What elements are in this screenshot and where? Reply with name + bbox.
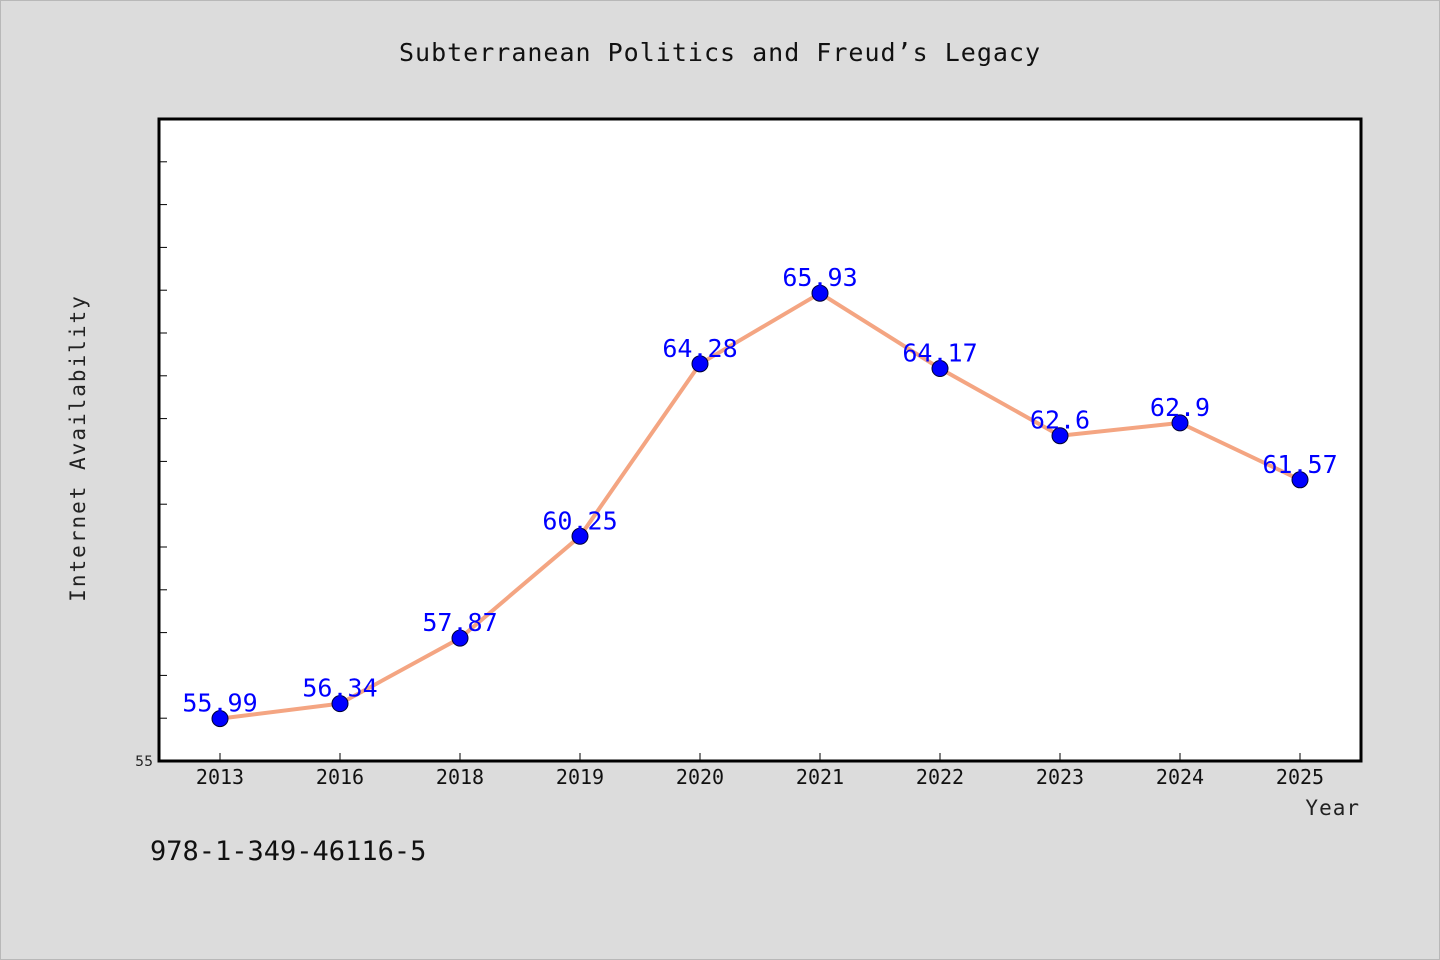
marker-group [211, 284, 1309, 728]
data-label: 55.99 [182, 689, 257, 718]
data-point [1291, 471, 1309, 489]
data-label: 57.87 [422, 608, 497, 637]
x-axis-ticks: 2013 2016 2018 2019 2020 2021 2022 2023 2024 2025 [196, 753, 1324, 789]
series-line-group [218, 291, 1302, 721]
series-line [218, 291, 1302, 721]
data-label: 62.9 [1150, 393, 1210, 422]
data-point [211, 710, 229, 728]
data-point [1171, 414, 1189, 432]
data-label-group: 55.99 56.34 57.87 60.25 64.28 65.93 64.17 62.6 6… [182, 263, 1337, 717]
x-tick-label: 2016 [316, 765, 364, 789]
data-point [1051, 427, 1069, 445]
data-label: 62.6 [1030, 406, 1090, 435]
data-label: 56.34 [302, 674, 377, 703]
x-tick-label: 2021 [796, 765, 844, 789]
data-point [691, 355, 709, 373]
data-point [931, 360, 949, 378]
x-axis-label: Year [1305, 796, 1360, 820]
x-tick-label: 2018 [436, 765, 484, 789]
data-label: 64.28 [662, 334, 737, 363]
data-point [571, 527, 589, 545]
x-tick-label: 2022 [916, 765, 964, 789]
x-tick-label: 2023 [1036, 765, 1084, 789]
footer-code: 978-1-349-46116-5 [150, 836, 427, 867]
chart-title: Subterranean Politics and Freud’s Legacy [398, 38, 1042, 67]
data-point [811, 284, 829, 302]
x-tick-label: 2013 [196, 765, 244, 789]
data-label: 64.17 [902, 339, 977, 368]
plot-area [157, 117, 1363, 763]
data-point [451, 629, 469, 647]
data-label: 61.57 [1262, 450, 1337, 479]
data-point [331, 695, 349, 713]
y-axis-ticks: 55 [135, 161, 167, 770]
data-label: 65.93 [782, 263, 857, 292]
x-tick-label: 2019 [556, 765, 604, 789]
y-tick-label: 55 [135, 754, 153, 770]
x-tick-label: 2025 [1276, 765, 1324, 789]
x-tick-label: 2024 [1156, 765, 1204, 789]
x-tick-label: 2020 [676, 765, 724, 789]
data-label: 60.25 [542, 506, 617, 535]
